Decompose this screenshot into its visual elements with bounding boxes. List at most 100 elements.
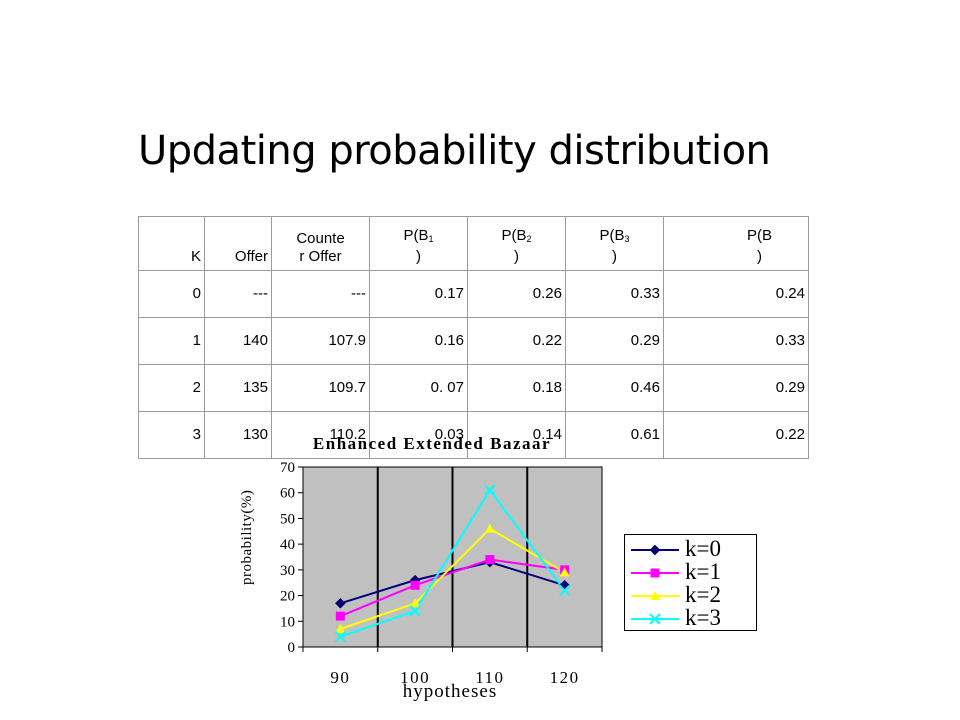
legend-marker xyxy=(650,591,660,600)
x-tick-label: 110 xyxy=(475,668,504,687)
table-cell: 0.16 xyxy=(369,317,468,365)
series-line-k3 xyxy=(340,488,566,638)
y-tick-label: 70 xyxy=(280,460,295,476)
table-cell: 0.14 xyxy=(467,411,566,459)
table-cell: 0.22 xyxy=(467,317,566,365)
table-cell: --- xyxy=(204,270,272,318)
legend-marker xyxy=(650,568,660,578)
header-p-b2-sub: 2 xyxy=(526,234,532,244)
legend-item-k1: k=1 xyxy=(629,559,755,584)
header-p-b3-close: ) xyxy=(612,248,617,265)
legend-swatch-k1 xyxy=(631,568,679,578)
data-point-k3 xyxy=(334,631,347,643)
series-line-k1 xyxy=(339,558,565,618)
legend-marker xyxy=(649,613,661,625)
x-tick-label: 120 xyxy=(550,668,580,687)
table-cell: 0.46 xyxy=(565,364,664,412)
table-cell: 0.33 xyxy=(565,270,664,318)
series-line-k2 xyxy=(340,527,566,630)
probability-table: K Offer Counte r Offer P(B1 ) P(B2 ) P(B… xyxy=(138,216,809,459)
legend-item-k3: k=3 xyxy=(629,605,755,630)
chart-title: Enhanced Extended Bazaar xyxy=(313,434,551,453)
table-cell: 0.26 xyxy=(467,270,566,318)
data-point-k3 xyxy=(409,605,421,617)
y-tick-label: 50 xyxy=(280,511,295,527)
data-point-k3 xyxy=(558,584,571,597)
table-row: 0 --- --- 0.17 0.26 0.33 0.24 xyxy=(138,270,809,318)
header-p-b1-close: ) xyxy=(416,248,421,265)
data-point-k2 xyxy=(484,523,495,533)
table-cell: 0 xyxy=(138,270,205,318)
header-p-b1: P(B1 ) xyxy=(369,216,468,271)
header-counter-line1: Counte xyxy=(296,230,345,247)
legend-label-k2: k=2 xyxy=(685,582,721,607)
table-header-row: K Offer Counte r Offer P(B1 ) P(B2 ) P(B… xyxy=(138,216,809,271)
legend-swatch-k0 xyxy=(631,544,679,556)
chart-legend: k=0 k=1 k=2 k=3 xyxy=(624,534,757,631)
y-tick-label: 0 xyxy=(288,640,296,656)
data-point-k0 xyxy=(335,597,346,609)
header-p-b4-base: P(B xyxy=(746,227,772,244)
y-tick-label: 60 xyxy=(280,486,295,502)
data-point-k2 xyxy=(335,624,346,633)
data-point-k1 xyxy=(485,555,495,565)
table-row: 2 135 109.7 0. 07 0.18 0.46 0.29 xyxy=(138,364,809,412)
x-tick-label: 100 xyxy=(400,668,430,687)
legend-item-k2: k=2 xyxy=(629,582,755,607)
table-cell: --- xyxy=(271,270,370,318)
table-cell: 0.24 xyxy=(663,270,809,318)
header-counter-line2: r Offer xyxy=(299,248,342,265)
header-k-label: K xyxy=(190,248,201,265)
slide-title: Updating probability distribution xyxy=(138,128,771,174)
y-axis-label: probability(%) xyxy=(239,490,255,585)
data-point-k3 xyxy=(484,484,496,496)
legend-item-k0: k=0 xyxy=(629,536,755,561)
table-cell: 0.22 xyxy=(663,411,809,459)
table-cell: 0.61 xyxy=(565,411,664,459)
header-p-b2: P(B2 ) xyxy=(467,216,566,271)
legend-swatch-k2 xyxy=(631,591,679,600)
table-cell: 0.33 xyxy=(663,317,809,365)
y-tick-label: 10 xyxy=(280,614,295,630)
table-cell: 1 xyxy=(138,317,205,365)
series-line-k0 xyxy=(340,561,565,605)
data-point-k1 xyxy=(410,580,420,590)
table-cell: 0. 07 xyxy=(369,364,468,412)
table-cell: 140 xyxy=(204,317,272,365)
y-tick-label: 20 xyxy=(280,589,295,605)
table-cell: 3 xyxy=(138,411,205,459)
y-tick-label: 40 xyxy=(280,537,295,553)
header-counter-offer: Counte r Offer xyxy=(271,216,370,271)
table-cell: 0.29 xyxy=(565,317,664,365)
data-point-k1 xyxy=(335,611,345,621)
legend-label-k0: k=0 xyxy=(685,536,721,561)
table-cell: 0.17 xyxy=(369,270,468,318)
legend-label-k3: k=3 xyxy=(685,605,721,630)
header-p-b3: P(B3 ) xyxy=(565,216,664,271)
header-offer-label: Offer xyxy=(234,248,268,265)
header-offer: Offer xyxy=(204,216,272,271)
x-axis-label: hypotheses xyxy=(403,681,497,702)
data-point-k2 xyxy=(410,598,421,608)
data-point-k2 xyxy=(559,567,570,577)
table-cell: 0.03 xyxy=(369,411,468,459)
header-p-b1-base: P(B xyxy=(403,227,429,244)
header-p-b2-close: ) xyxy=(514,248,519,265)
header-p-b4: P(B ) xyxy=(663,216,809,271)
table-row: 1 140 107.9 0.16 0.22 0.29 0.33 xyxy=(138,317,809,365)
legend-marker xyxy=(649,544,661,556)
table-row: 3 130 110.2 0.03 0.14 0.61 0.22 xyxy=(138,411,809,459)
y-tick-label: 30 xyxy=(280,563,295,579)
header-p-b4-close: ) xyxy=(757,248,762,265)
table-cell: 2 xyxy=(138,364,205,412)
table-cell: 109.7 xyxy=(271,364,370,412)
line-chart: Enhanced Extended Bazaar 0 10 20 30 40 50 60 70… xyxy=(239,434,603,702)
table-cell: 135 xyxy=(204,364,272,412)
header-p-b3-sub: 3 xyxy=(624,234,630,244)
header-p-b2-base: P(B xyxy=(501,227,527,244)
header-p-b3-base: P(B xyxy=(599,227,625,244)
table-cell: 0.18 xyxy=(467,364,566,412)
legend-swatch-k3 xyxy=(631,613,679,625)
x-tick-label: 90 xyxy=(330,668,350,687)
legend-label-k1: k=1 xyxy=(685,559,721,584)
